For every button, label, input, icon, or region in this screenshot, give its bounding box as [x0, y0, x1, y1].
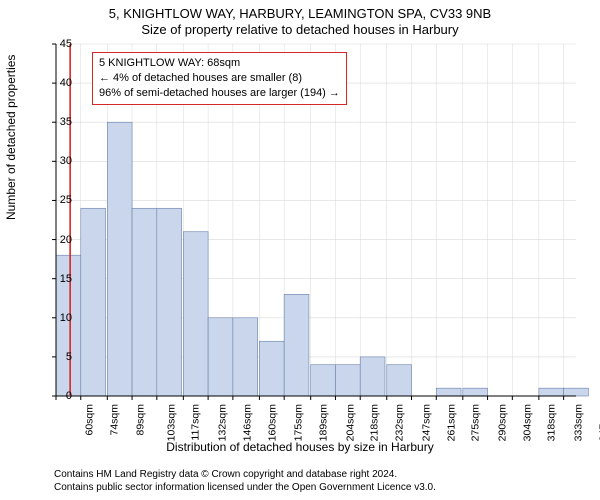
histogram-bar: [564, 388, 589, 396]
histogram-bar: [284, 294, 309, 396]
page-title-line2: Size of property relative to detached ho…: [0, 22, 600, 37]
y-tick-label: 30: [50, 155, 72, 167]
histogram-bar: [436, 388, 461, 396]
x-tick-label: 60sqm: [84, 404, 96, 436]
histogram-bar: [233, 318, 258, 396]
histogram-plot: 5 KNIGHTLOW WAY: 68sqm ← 4% of detached …: [56, 44, 576, 396]
footer-attribution: Contains HM Land Registry data © Crown c…: [54, 468, 436, 494]
y-tick-label: 40: [50, 77, 72, 89]
y-tick-label: 35: [50, 116, 72, 128]
x-tick-label: 218sqm: [369, 404, 381, 441]
x-tick-label: 232sqm: [394, 404, 406, 441]
y-tick-label: 25: [50, 194, 72, 206]
x-axis-label: Distribution of detached houses by size …: [0, 440, 600, 454]
histogram-bar: [335, 365, 360, 396]
x-tick-label: 189sqm: [318, 404, 330, 441]
x-tick-label: 261sqm: [445, 404, 457, 441]
x-tick-label: 89sqm: [135, 404, 147, 436]
x-tick-label: 103sqm: [165, 404, 177, 441]
y-tick-label: 10: [50, 312, 72, 324]
histogram-bar: [132, 208, 157, 396]
x-tick-label: 333sqm: [572, 404, 584, 441]
x-tick-label: 290sqm: [496, 404, 508, 441]
histogram-bar: [387, 365, 412, 396]
histogram-bar: [107, 122, 132, 396]
histogram-bar: [208, 318, 233, 396]
annotation-line1: 5 KNIGHTLOW WAY: 68sqm: [99, 56, 340, 71]
x-tick-label: 318sqm: [546, 404, 558, 441]
annotation-box: 5 KNIGHTLOW WAY: 68sqm ← 4% of detached …: [92, 52, 347, 105]
x-tick-label: 117sqm: [189, 404, 201, 441]
x-tick-label: 304sqm: [521, 404, 533, 441]
x-tick-label: 247sqm: [420, 404, 432, 441]
histogram-bar: [183, 232, 208, 396]
x-tick-label: 146sqm: [241, 404, 253, 441]
histogram-bar: [259, 341, 284, 396]
x-tick-label: 175sqm: [293, 404, 305, 441]
x-tick-label: 160sqm: [266, 404, 278, 441]
annotation-line3: 96% of semi-detached houses are larger (…: [99, 86, 340, 101]
y-tick-label: 0: [50, 390, 72, 402]
annotation-line2: ← 4% of detached houses are smaller (8): [99, 71, 340, 86]
x-tick-label: 74sqm: [108, 404, 120, 436]
histogram-bar: [463, 388, 488, 396]
x-tick-label: 275sqm: [470, 404, 482, 441]
histogram-bar: [360, 357, 385, 396]
histogram-bar: [157, 208, 182, 396]
x-tick-label: 132sqm: [217, 404, 229, 441]
histogram-bar: [311, 365, 336, 396]
page-title-line1: 5, KNIGHTLOW WAY, HARBURY, LEAMINGTON SP…: [0, 6, 600, 21]
footer-line1: Contains HM Land Registry data © Crown c…: [54, 468, 436, 481]
y-tick-label: 15: [50, 273, 72, 285]
x-tick-label: 204sqm: [344, 404, 356, 441]
histogram-bar: [81, 208, 106, 396]
y-tick-label: 45: [50, 38, 72, 50]
histogram-bar: [539, 388, 564, 396]
footer-line2: Contains public sector information licen…: [54, 481, 436, 494]
y-axis-label: Number of detached properties: [4, 55, 18, 220]
y-tick-label: 20: [50, 234, 72, 246]
y-tick-label: 5: [50, 351, 72, 363]
